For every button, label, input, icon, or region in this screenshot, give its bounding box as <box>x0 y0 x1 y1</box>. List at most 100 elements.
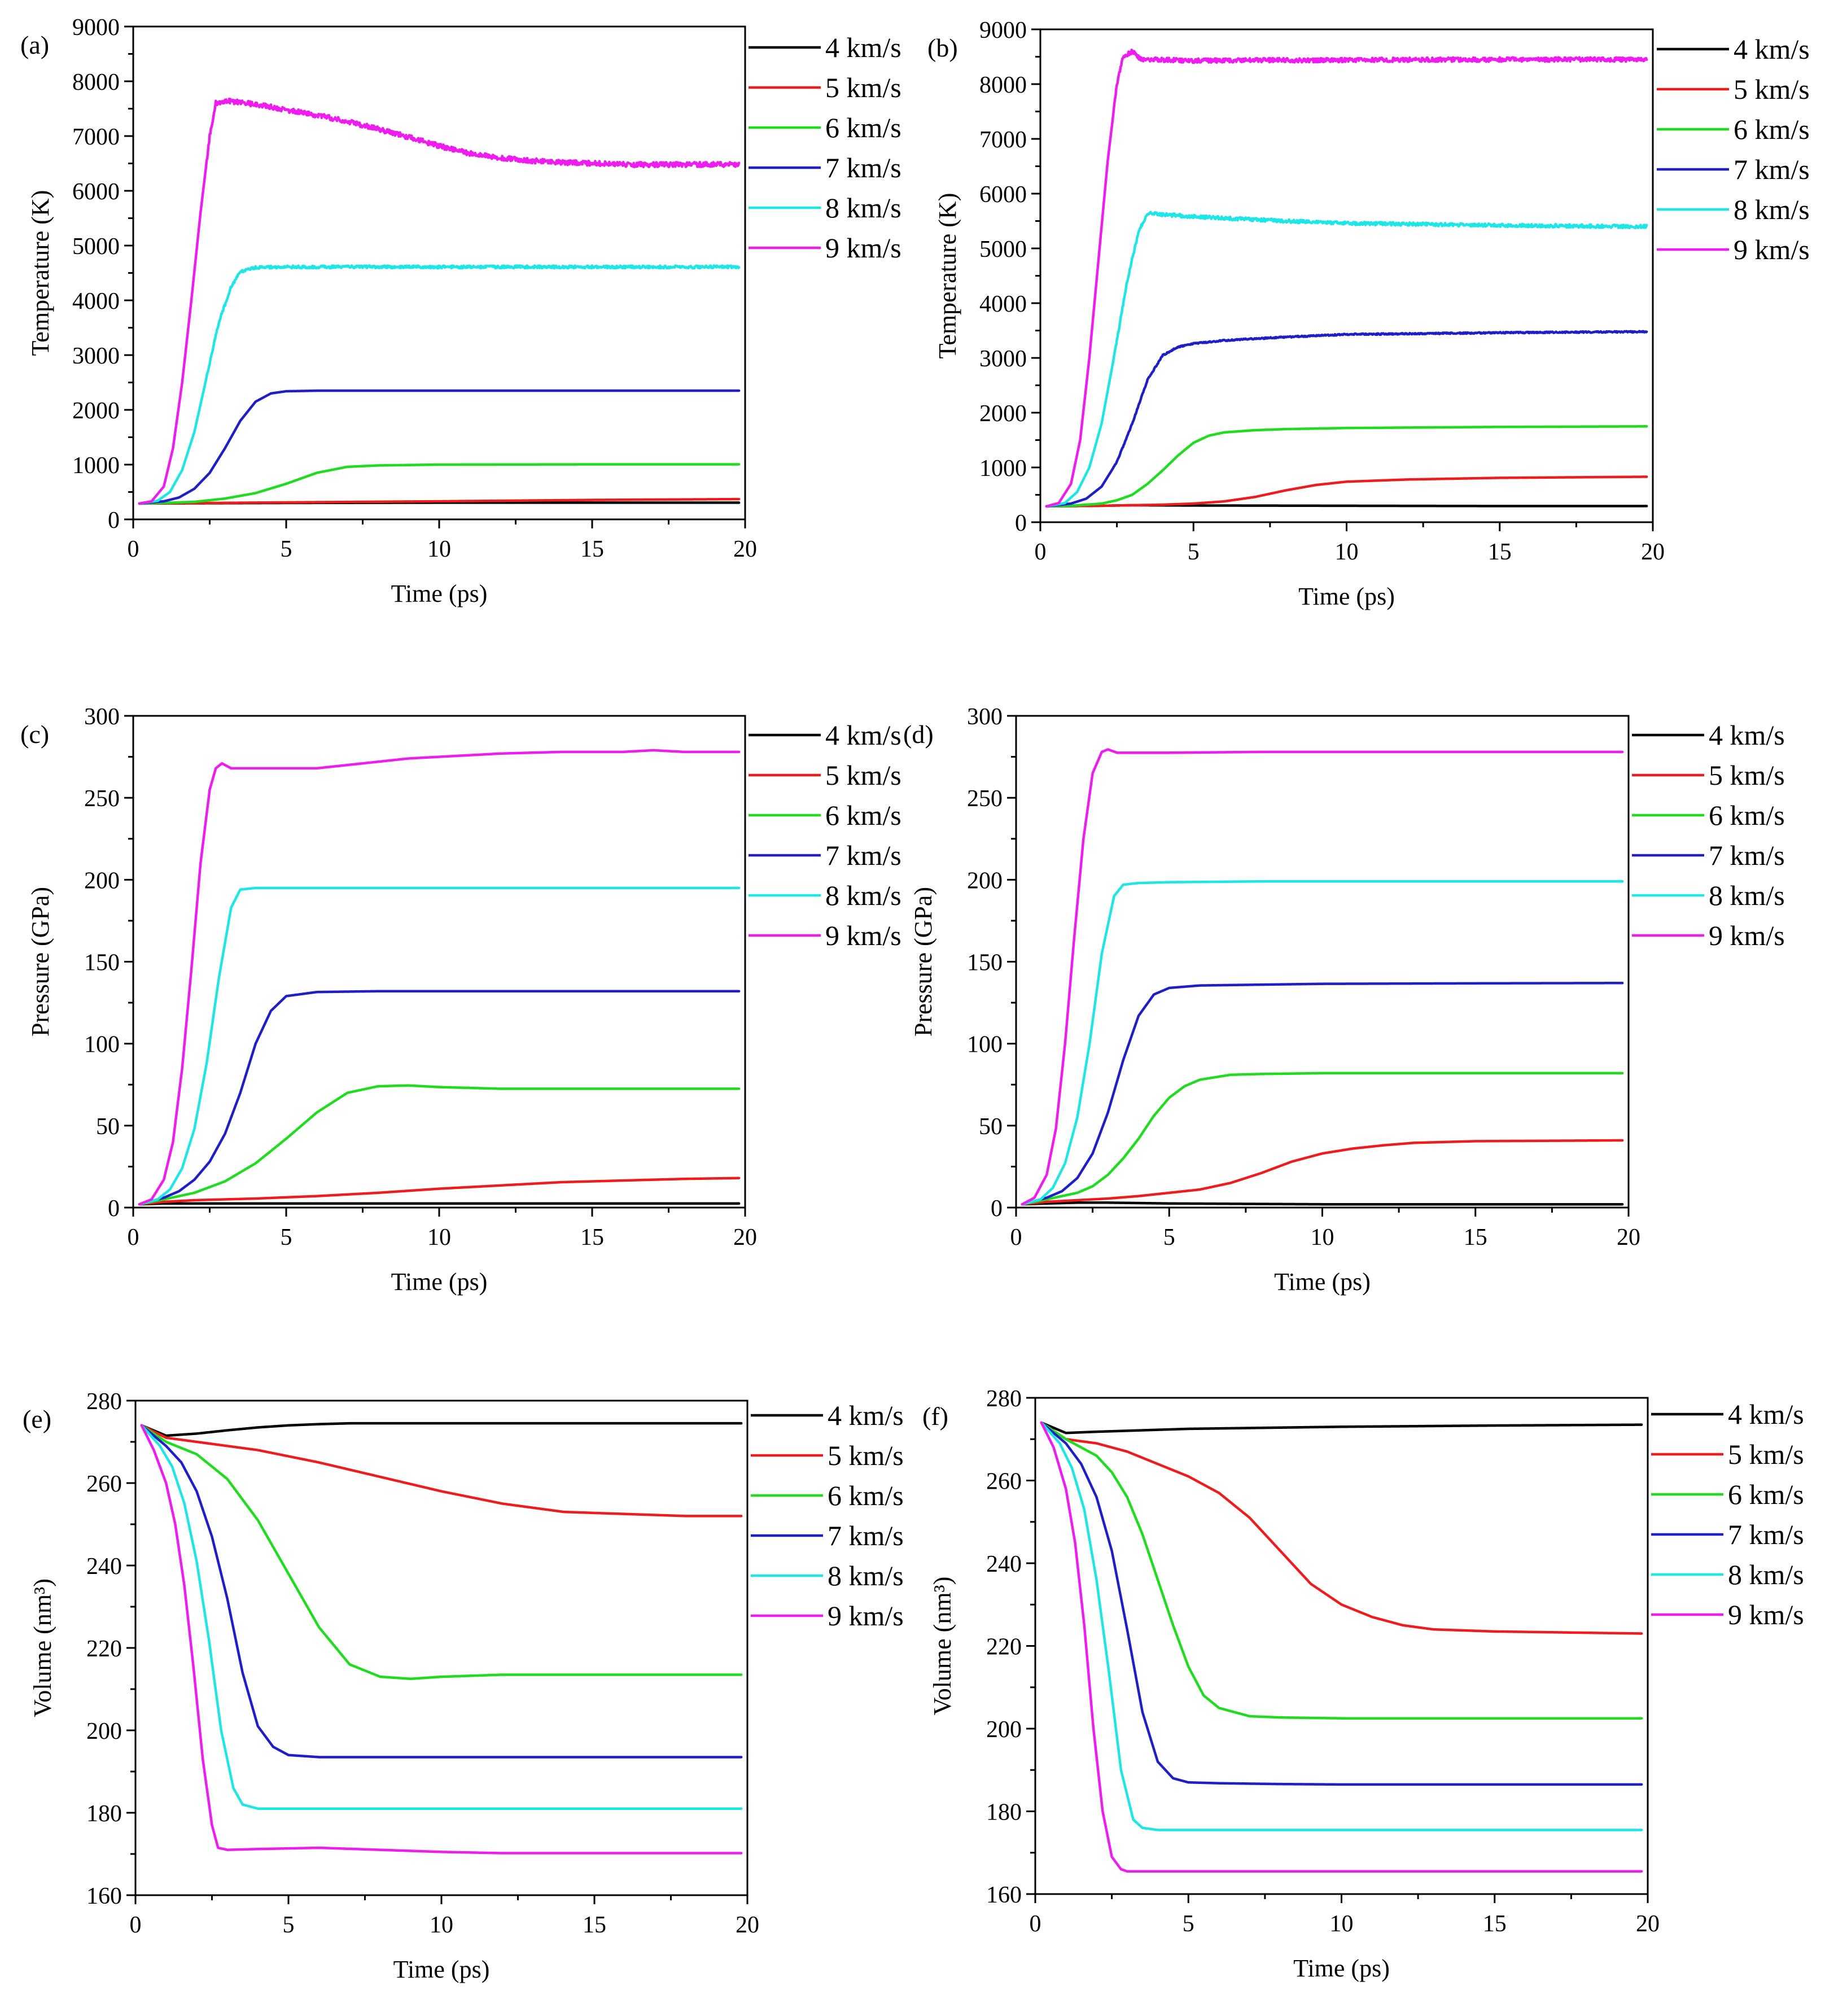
series-group <box>138 749 741 1206</box>
legend-label: 7 km/s <box>1728 1519 1804 1550</box>
legend-label: 4 km/s <box>825 32 901 63</box>
y-tick-label: 3000 <box>979 346 1027 372</box>
series-line-9-km-s <box>1045 49 1648 508</box>
chart-panel-b: 0 5 10 15 20 0 1000 2000 3000 4000 5000 6000 7000 800… <box>927 18 1810 610</box>
series-group <box>1040 1421 1643 1873</box>
legend-label: 8 km/s <box>828 1560 904 1591</box>
legend-label: 4 km/s <box>1734 33 1810 65</box>
x-tick-label: 5 <box>1188 539 1200 565</box>
y-tick-label: 240 <box>86 1554 122 1580</box>
legend-label: 9 km/s <box>1728 1599 1804 1630</box>
legend-label: 8 km/s <box>825 880 901 911</box>
y-tick-label: 9000 <box>979 18 1027 43</box>
legend: 4 km/s 5 km/s 6 km/s 7 km/s 8 km/s 9 km/s <box>751 1400 904 1632</box>
series-line-9-km-s <box>1040 1421 1643 1873</box>
y-tick-label: 2000 <box>979 401 1027 427</box>
chart-panel-e: 0 5 10 15 20 160 180 200 220 240 260 280 Time (ps) Vo… <box>23 1389 904 1983</box>
x-tick-label: 10 <box>427 536 451 562</box>
series-line-6-km-s <box>138 463 741 505</box>
legend-label: 8 km/s <box>825 192 901 224</box>
panel-label: (e) <box>23 1405 51 1433</box>
y-tick-label: 160 <box>986 1882 1022 1908</box>
series-line-8-km-s <box>1045 211 1648 508</box>
series-line-8-km-s <box>138 886 741 1206</box>
y-tick-label: 250 <box>84 786 120 812</box>
y-axis-title: Pressure (GPa) <box>909 887 937 1037</box>
series-line-8-km-s <box>1021 880 1624 1206</box>
x-axis-title: Time (ps) <box>393 1956 490 1983</box>
y-axis-title: Volume (nm³) <box>929 1577 956 1716</box>
y-tick-label: 50 <box>979 1114 1003 1140</box>
y-tick-label: 280 <box>86 1389 122 1415</box>
x-tick-label: 15 <box>1464 1225 1487 1250</box>
chart-panel-f: 0 5 10 15 20 160 180 200 220 240 260 280 Time (ps) Vo… <box>922 1386 1804 1982</box>
legend-label: 4 km/s <box>1728 1398 1804 1430</box>
x-tick-label: 10 <box>427 1225 451 1250</box>
legend-label: 6 km/s <box>828 1480 904 1511</box>
y-tick-label: 100 <box>84 1032 120 1058</box>
legend-label: 7 km/s <box>825 839 901 871</box>
legend-label: 7 km/s <box>828 1520 904 1551</box>
y-tick-label: 1000 <box>72 453 120 479</box>
y-tick-label: 260 <box>986 1469 1022 1495</box>
y-tick-label: 6000 <box>979 182 1027 208</box>
legend-label: 9 km/s <box>825 232 901 264</box>
x-axis-title: Time (ps) <box>1274 1268 1371 1296</box>
series-line-9-km-s <box>140 1424 743 1855</box>
series-line-6-km-s <box>1040 1421 1643 1720</box>
y-tick-label: 8000 <box>72 69 120 95</box>
x-tick-label: 0 <box>1010 1225 1022 1250</box>
legend-label: 5 km/s <box>825 759 901 791</box>
legend-label: 7 km/s <box>1709 839 1785 871</box>
series-line-9-km-s <box>1021 748 1624 1206</box>
series-line-7-km-s <box>138 990 741 1206</box>
legend-label: 5 km/s <box>1728 1438 1804 1470</box>
y-tick-label: 160 <box>86 1883 122 1909</box>
legend-label: 9 km/s <box>825 920 901 951</box>
legend-label: 8 km/s <box>1709 880 1785 911</box>
legend-label: 7 km/s <box>1734 154 1810 185</box>
legend: 4 km/s 5 km/s 6 km/s 7 km/s 8 km/s 9 km/s <box>749 719 901 951</box>
legend: 4 km/s 5 km/s 6 km/s 7 km/s 8 km/s 9 km/s <box>1632 719 1785 951</box>
y-tick-label: 5000 <box>72 234 120 260</box>
panel-label: (a) <box>20 30 49 59</box>
series-group <box>138 97 741 505</box>
legend-label: 5 km/s <box>1709 759 1785 791</box>
y-tick-label: 220 <box>86 1636 122 1662</box>
y-tick-label: 250 <box>967 786 1003 812</box>
legend-label: 8 km/s <box>1734 194 1810 225</box>
y-tick-label: 300 <box>84 704 120 730</box>
y-tick-label: 200 <box>84 868 120 894</box>
x-tick-label: 10 <box>1335 539 1359 565</box>
y-tick-label: 260 <box>86 1471 122 1497</box>
legend-label: 9 km/s <box>828 1600 904 1632</box>
x-axis-title: Time (ps) <box>391 1268 488 1296</box>
series-line-5-km-s <box>1040 1421 1643 1635</box>
series-line-9-km-s <box>138 749 741 1206</box>
series-line-7-km-s <box>138 389 741 505</box>
x-tick-label: 15 <box>583 1912 606 1938</box>
legend-label: 6 km/s <box>1734 113 1810 145</box>
y-axis-title: Temperature (K) <box>934 193 961 359</box>
y-axis-title: Temperature (K) <box>27 190 54 356</box>
series-line-8-km-s <box>138 264 741 505</box>
series-line-5-km-s <box>138 1177 741 1206</box>
series-line-7-km-s <box>140 1424 743 1759</box>
y-tick-label: 150 <box>967 950 1003 976</box>
legend: 4 km/s 5 km/s 6 km/s 7 km/s 8 km/s 9 km/s <box>1657 33 1810 265</box>
y-tick-label: 0 <box>108 508 120 533</box>
x-axis-title: Time (ps) <box>1298 583 1395 610</box>
x-tick-label: 15 <box>1488 539 1512 565</box>
y-tick-label: 1000 <box>979 456 1027 482</box>
x-tick-label: 15 <box>580 1225 604 1250</box>
y-tick-label: 100 <box>967 1032 1003 1058</box>
y-tick-label: 220 <box>986 1634 1022 1660</box>
series-line-7-km-s <box>1021 981 1624 1206</box>
x-tick-label: 5 <box>281 1225 292 1250</box>
y-axis-title: Pressure (GPa) <box>27 887 54 1037</box>
x-tick-label: 10 <box>430 1912 453 1938</box>
series-line-8-km-s <box>1040 1421 1643 1831</box>
